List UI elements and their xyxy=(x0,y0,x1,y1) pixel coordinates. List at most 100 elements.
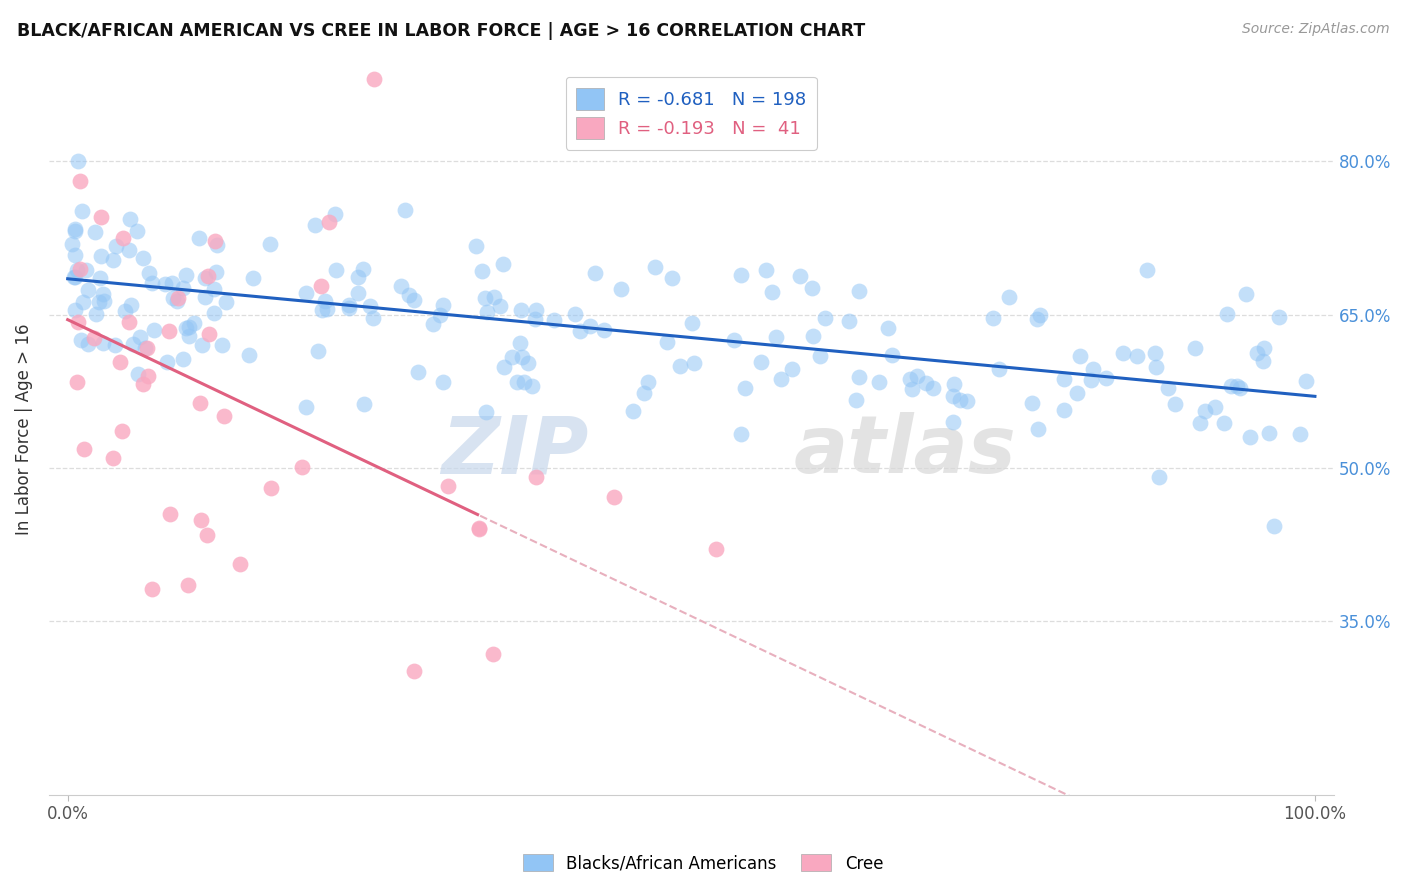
Point xyxy=(138,369,160,384)
Point xyxy=(70,204,93,219)
Point xyxy=(1147,470,1170,484)
Point xyxy=(212,409,235,424)
Point xyxy=(471,264,494,278)
Point xyxy=(325,263,347,277)
Point xyxy=(489,300,512,314)
Point xyxy=(868,375,890,389)
Point xyxy=(166,294,188,309)
Point xyxy=(172,281,194,295)
Point xyxy=(77,283,100,297)
Point xyxy=(905,369,928,384)
Point xyxy=(730,427,752,442)
Point xyxy=(730,268,752,283)
Point xyxy=(183,316,205,330)
Point xyxy=(83,331,105,345)
Point xyxy=(60,237,83,252)
Point xyxy=(789,268,811,283)
Point xyxy=(943,376,966,391)
Point xyxy=(1164,397,1187,411)
Point xyxy=(211,338,233,352)
Point xyxy=(120,212,142,227)
Point xyxy=(468,521,491,535)
Point xyxy=(309,279,332,293)
Point xyxy=(188,231,211,245)
Point xyxy=(69,261,91,276)
Point xyxy=(398,287,420,301)
Point xyxy=(1289,427,1312,442)
Point xyxy=(510,350,533,364)
Point xyxy=(669,359,692,374)
Point xyxy=(1226,379,1249,393)
Point xyxy=(104,338,127,352)
Point xyxy=(1184,341,1206,355)
Point xyxy=(1083,362,1105,376)
Point xyxy=(63,248,86,262)
Point xyxy=(131,377,153,392)
Point xyxy=(492,257,515,271)
Point xyxy=(127,367,149,381)
Point xyxy=(128,330,150,344)
Point xyxy=(134,341,156,355)
Point xyxy=(637,375,659,389)
Point xyxy=(197,528,219,542)
Point xyxy=(848,284,870,298)
Point xyxy=(524,469,547,483)
Point xyxy=(337,301,360,316)
Point xyxy=(66,263,89,277)
Point xyxy=(66,376,89,390)
Point xyxy=(1029,308,1052,322)
Point xyxy=(204,234,226,248)
Point xyxy=(197,269,219,284)
Point xyxy=(437,479,460,493)
Point xyxy=(159,507,181,521)
Point xyxy=(621,403,644,417)
Point xyxy=(949,392,972,407)
Point xyxy=(755,262,778,277)
Legend: R = -0.681   N = 198, R = -0.193   N =  41: R = -0.681 N = 198, R = -0.193 N = 41 xyxy=(565,77,817,150)
Point xyxy=(749,355,772,369)
Point xyxy=(734,380,756,394)
Point xyxy=(101,253,124,268)
Point xyxy=(578,319,600,334)
Point xyxy=(765,330,787,344)
Point xyxy=(568,324,591,338)
Point xyxy=(242,270,264,285)
Point xyxy=(120,298,142,312)
Point xyxy=(880,348,903,362)
Point xyxy=(162,276,184,290)
Y-axis label: In Labor Force | Age > 16: In Labor Force | Age > 16 xyxy=(15,324,32,535)
Point xyxy=(66,153,89,168)
Point xyxy=(295,286,318,301)
Point xyxy=(657,334,679,349)
Point xyxy=(197,326,219,341)
Point xyxy=(90,210,112,224)
Point xyxy=(956,394,979,409)
Point xyxy=(157,324,180,338)
Point xyxy=(118,315,141,329)
Point xyxy=(482,647,505,661)
Point xyxy=(915,376,938,391)
Point xyxy=(523,312,546,326)
Point xyxy=(202,282,225,296)
Point xyxy=(1253,341,1275,355)
Point xyxy=(422,318,444,332)
Point xyxy=(644,260,666,274)
Point xyxy=(922,381,945,395)
Point xyxy=(190,337,212,351)
Point xyxy=(118,244,141,258)
Point xyxy=(89,270,111,285)
Point xyxy=(138,266,160,280)
Point xyxy=(1213,417,1236,431)
Point xyxy=(135,341,157,355)
Point xyxy=(69,174,91,188)
Point xyxy=(353,397,375,411)
Point xyxy=(337,298,360,312)
Point xyxy=(70,333,93,347)
Point xyxy=(347,285,370,300)
Point xyxy=(76,337,98,351)
Point xyxy=(295,400,318,414)
Point xyxy=(408,366,430,380)
Point xyxy=(1053,372,1076,386)
Point xyxy=(723,334,745,348)
Point xyxy=(780,362,803,376)
